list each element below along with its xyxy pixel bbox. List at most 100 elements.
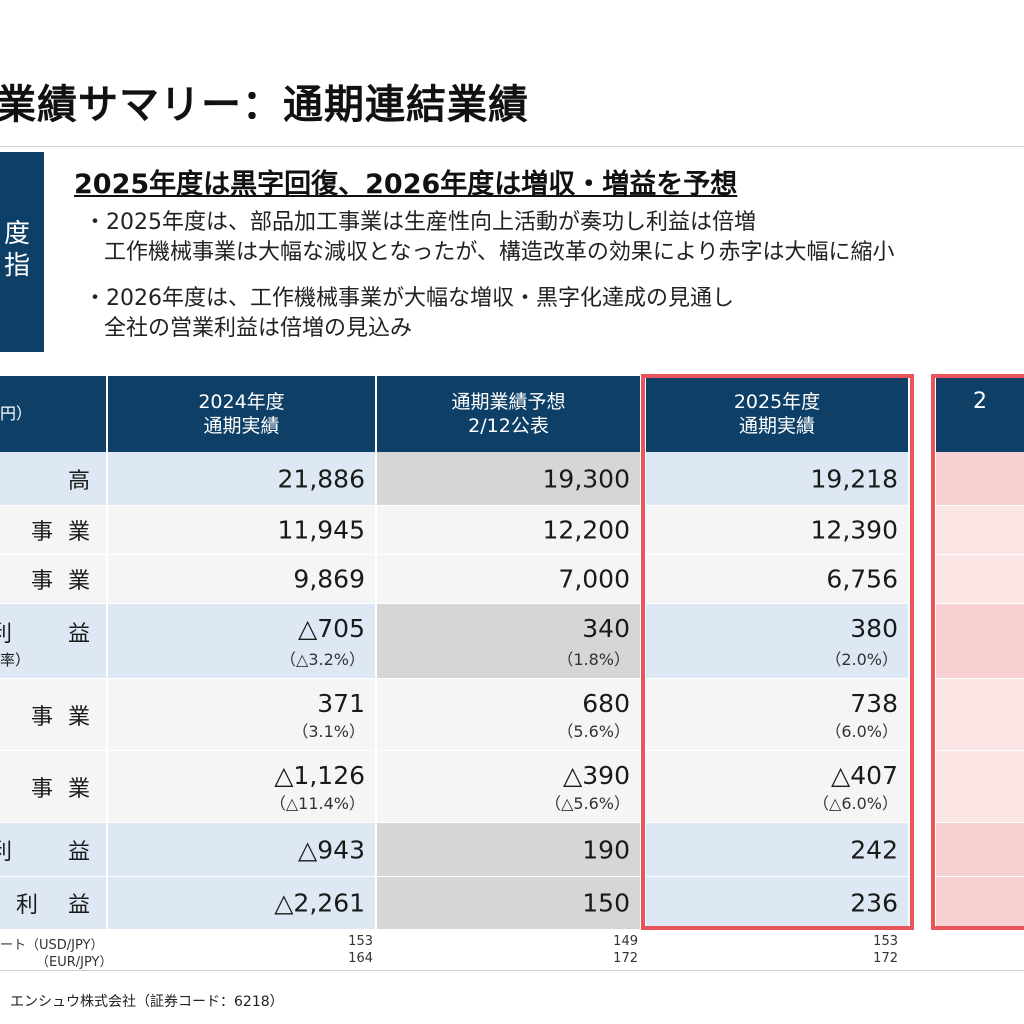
cell-forecast: 680 （5.6%）	[377, 679, 640, 751]
fx-value: 172	[613, 951, 638, 966]
margin: （6.0%）	[825, 722, 898, 741]
bullet-line: 工作機械事業は大幅な減収となったが、構造改革の効果により赤字は大幅に縮小	[104, 240, 895, 265]
fx-row: ート（USD/JPY） 153 149 153	[0, 934, 1024, 953]
cell-forecast: 190	[377, 823, 640, 877]
margin: （△11.4%）	[269, 794, 365, 813]
cell-fy2025: 19,218	[646, 452, 908, 506]
margin: （△6.0%）	[813, 794, 898, 813]
value: 7,000	[558, 564, 630, 594]
cell-fy2024: △1,126 （△11.4%）	[108, 751, 375, 823]
value: △943	[298, 835, 365, 864]
side-label-line: 指	[4, 251, 31, 281]
table-row: 事 業 △1,126 （△11.4%） △390 （△5.6%） △407 （△6.0…	[0, 751, 1024, 823]
value: 9,869	[293, 564, 365, 594]
header-unit-label: 円）	[0, 404, 33, 423]
bullet-line: 全社の営業利益は倍増の見込み	[104, 316, 413, 341]
margin: （1.8%）	[557, 650, 630, 669]
cell-fy2026	[936, 452, 1024, 506]
cell-fy2025: 236	[646, 877, 908, 930]
bullet-item: ・2025年度は、部品加工事業は生産性向上活動が奏功し利益は倍増 工作機械事業は…	[84, 208, 894, 268]
cell-fy2026	[936, 877, 1024, 930]
cell-fy2026	[936, 555, 1024, 604]
fx-value: 172	[873, 951, 898, 966]
header-unit: 円）	[0, 376, 106, 452]
row-label-cell: 利 益	[0, 823, 106, 877]
cell-fy2025: 242	[646, 823, 908, 877]
value: △2,261	[274, 888, 365, 918]
header-line: 通期業績予想	[451, 391, 566, 413]
header-line: 通期実績	[738, 415, 815, 437]
cell-forecast: △390 （△5.6%）	[377, 751, 640, 823]
margin: （△5.6%）	[545, 794, 630, 813]
value: 190	[582, 835, 630, 864]
header-forecast: 通期業績予想 2/12公表	[377, 376, 640, 452]
value: 738	[850, 689, 898, 718]
fx-value: 153	[873, 934, 898, 949]
margin: （5.6%）	[557, 722, 630, 741]
row-sublabel: 率）	[0, 651, 30, 669]
value: △407	[831, 761, 898, 790]
table-row: 利 益 △2,261 150 236	[0, 877, 1024, 930]
row-label: 高	[67, 468, 94, 494]
table-row: 事 業 11,945 12,200 12,390	[0, 506, 1024, 555]
cell-fy2025: △407 （△6.0%）	[646, 751, 908, 823]
row-label: 事 業	[31, 776, 94, 802]
fx-value: 149	[613, 934, 638, 949]
value: △1,126	[274, 761, 365, 790]
header-line: 2/12公表	[468, 415, 549, 437]
row-label: 事 業	[31, 704, 94, 730]
value: 236	[850, 888, 898, 918]
row-label-cell: 事 業	[0, 751, 106, 823]
header-fy2025: 2025年度 通期実績	[646, 376, 908, 452]
cell-fy2024: △943	[108, 823, 375, 877]
fx-value: 164	[348, 951, 373, 966]
footer-divider	[0, 970, 1024, 971]
cell-forecast: 340 （1.8%）	[377, 604, 640, 679]
row-label: 利 益	[0, 839, 94, 865]
row-label-cell: 事 業	[0, 679, 106, 751]
table-row: 事 業 9,869 7,000 6,756	[0, 555, 1024, 604]
bullet-item: ・2026年度は、工作機械事業が大幅な増収・黒字化達成の見通し 全社の営業利益は…	[84, 284, 734, 344]
margin: （2.0%）	[825, 650, 898, 669]
table-row: 事 業 371 （3.1%） 680 （5.6%） 738 （6.0%）	[0, 679, 1024, 751]
table-row: 利 益 △943 190 242	[0, 823, 1024, 877]
cell-fy2024: △705 （△3.2%）	[108, 604, 375, 679]
fx-label: （EUR/JPY）	[36, 955, 113, 970]
cell-fy2025: 380 （2.0%）	[646, 604, 908, 679]
value: 680	[582, 689, 630, 718]
value: 6,756	[826, 564, 898, 594]
value: 380	[850, 614, 898, 643]
row-label: 利 益	[15, 893, 94, 918]
cell-fy2026	[936, 679, 1024, 751]
row-label-cell: 事 業	[0, 506, 106, 555]
cell-fy2024: 11,945	[108, 506, 375, 555]
headline: 2025年度は黒字回復、2026年度は増収・増益を予想	[74, 169, 738, 200]
value: 242	[850, 835, 898, 864]
value: △390	[563, 761, 630, 790]
row-label-cell: 利 益	[0, 877, 106, 930]
header-fy2026: 2	[936, 376, 1024, 452]
value: 12,390	[810, 515, 898, 545]
value: 11,945	[277, 515, 365, 545]
row-label: 利 益	[0, 622, 94, 647]
row-label: 事 業	[31, 520, 94, 545]
value: 19,218	[810, 464, 898, 493]
cell-fy2026	[936, 751, 1024, 823]
cell-fy2024: △2,261	[108, 877, 375, 930]
cell-fy2024: 21,886	[108, 452, 375, 506]
row-label: 事 業	[31, 569, 94, 594]
row-label-cell: 高	[0, 452, 106, 506]
header-line: 2024年度	[198, 391, 285, 413]
value: 340	[582, 614, 630, 643]
footer-company: エンシュウ株式会社（証券コード：6218）	[10, 994, 284, 1010]
table-row: 高 21,886 19,300 19,218	[0, 452, 1024, 506]
side-label-box: 度 指	[0, 152, 44, 352]
fx-label: ート（USD/JPY）	[0, 938, 104, 953]
table-row: 利 益 率） △705 （△3.2%） 340 （1.8%） 380 （2.0%）	[0, 604, 1024, 679]
page-title: 業績サマリー：通期連結業績	[0, 82, 529, 128]
margin: （△3.2%）	[280, 650, 365, 669]
bullet-line: ・2026年度は、工作機械事業が大幅な増収・黒字化達成の見通し	[84, 286, 734, 311]
cell-fy2024: 9,869	[108, 555, 375, 604]
header-line: 2	[973, 389, 987, 414]
cell-fy2026	[936, 604, 1024, 679]
